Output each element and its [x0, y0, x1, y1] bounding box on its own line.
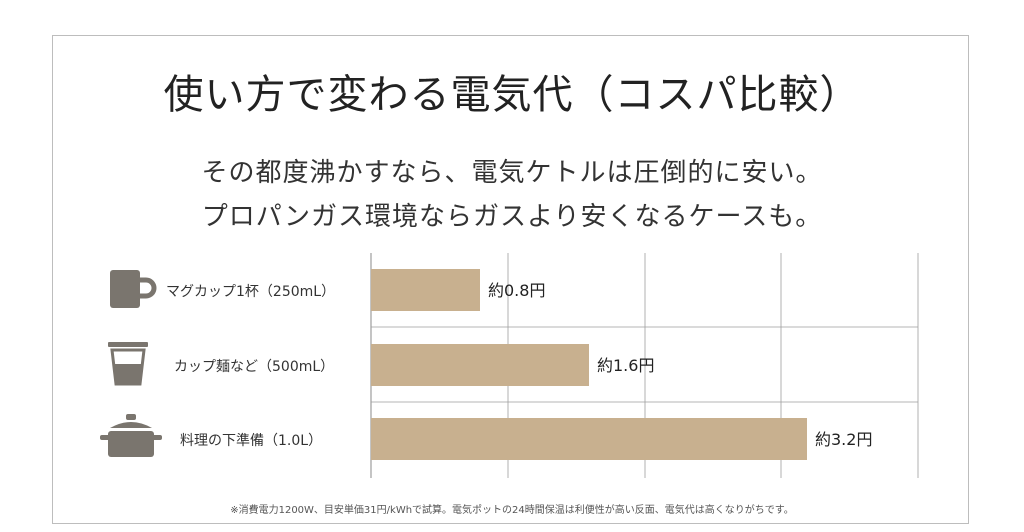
bar-2 [371, 344, 589, 386]
row-label-mug: マグカップ1杯（250mL） [166, 284, 336, 300]
row-label-cup-noodle: カップ麺など（500mL） [174, 359, 335, 375]
bar-1 [371, 269, 480, 311]
mug-icon [110, 270, 157, 308]
data-label-1: 約0.8円 [488, 281, 545, 300]
row-label-cooking-prep: 料理の下準備（1.0L） [180, 433, 323, 449]
footnote: ※消費電力1200W、目安単価31円/kWhで試算。電気ポットの24時間保温は利… [230, 505, 794, 516]
pot-icon [100, 414, 162, 457]
chart-bars [371, 269, 807, 460]
page-title: 使い方で変わる電気代（コスパ比較） [163, 72, 861, 118]
subtitle-line-1: その都度沸かすなら、電気ケトルは圧倒的に安い。 [201, 158, 823, 188]
cup-icon [108, 342, 148, 386]
subtitle-line-2: プロパンガス環境ならガスより安くなるケースも。 [201, 202, 823, 232]
data-label-3: 約3.2円 [815, 430, 872, 449]
bar-3 [371, 418, 807, 460]
data-label-2: 約1.6円 [597, 356, 654, 375]
